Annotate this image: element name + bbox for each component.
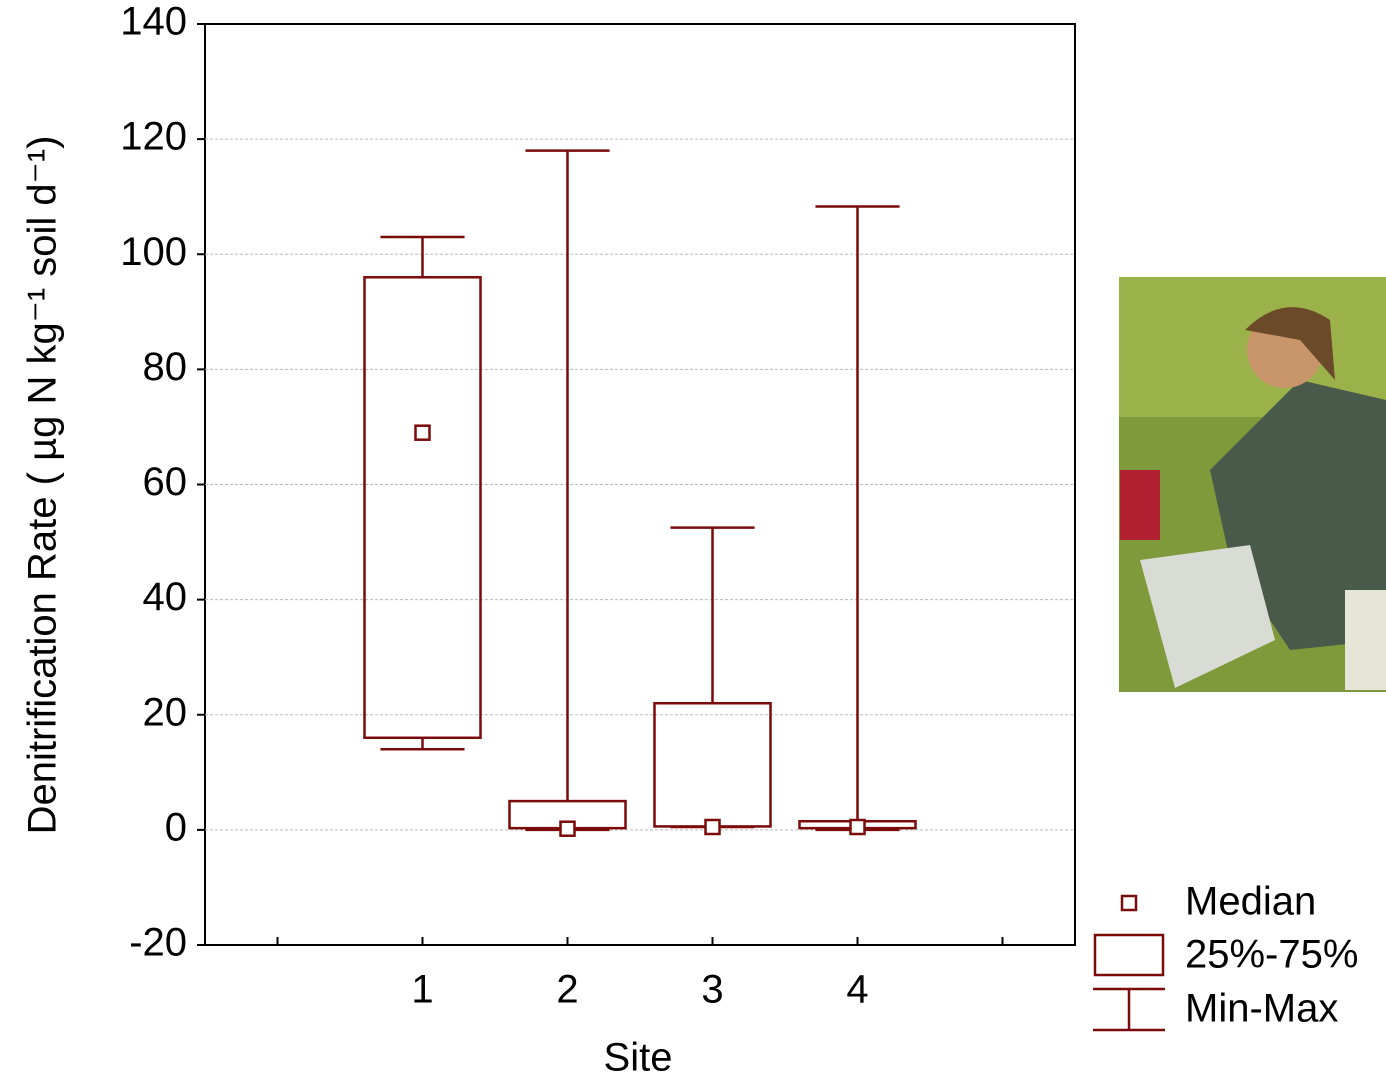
y-tick-label: 60 bbox=[143, 460, 188, 504]
photo-bag bbox=[1120, 470, 1160, 540]
x-tick-label: 4 bbox=[846, 968, 868, 1012]
y-axis-label: Denitrification Rate ( µg N kg⁻¹ soil d⁻… bbox=[21, 136, 65, 835]
y-tick-label: 40 bbox=[143, 575, 188, 619]
y-tick-label: 0 bbox=[165, 805, 187, 849]
legend-label: Min-Max bbox=[1185, 987, 1338, 1031]
y-tick-label: 100 bbox=[120, 230, 187, 274]
median bbox=[849, 818, 866, 836]
y-tick-label: -20 bbox=[129, 921, 187, 965]
median bbox=[559, 820, 576, 837]
median bbox=[704, 818, 721, 836]
x-tick-label: 2 bbox=[556, 968, 578, 1012]
legend-box-symbol bbox=[1093, 933, 1165, 977]
photo-hair bbox=[1245, 307, 1335, 380]
y-tick-label: 20 bbox=[143, 690, 188, 734]
x-tick-label: 3 bbox=[701, 968, 723, 1012]
y-tick-label: 140 bbox=[120, 0, 187, 44]
median bbox=[414, 424, 431, 441]
x-axis-label: Site bbox=[604, 1036, 673, 1080]
photo-tub bbox=[1140, 545, 1275, 688]
y-tick-label: 80 bbox=[143, 345, 188, 389]
legend-median-symbol bbox=[1120, 894, 1138, 912]
photo bbox=[1119, 277, 1386, 692]
legend-label: 25%-75% bbox=[1185, 933, 1358, 977]
y-tick-label: 120 bbox=[120, 115, 187, 159]
legend-label: Median bbox=[1185, 880, 1316, 924]
x-tick-label: 1 bbox=[411, 968, 433, 1012]
photo-jug bbox=[1345, 590, 1386, 690]
box bbox=[653, 701, 772, 828]
box bbox=[363, 276, 482, 740]
